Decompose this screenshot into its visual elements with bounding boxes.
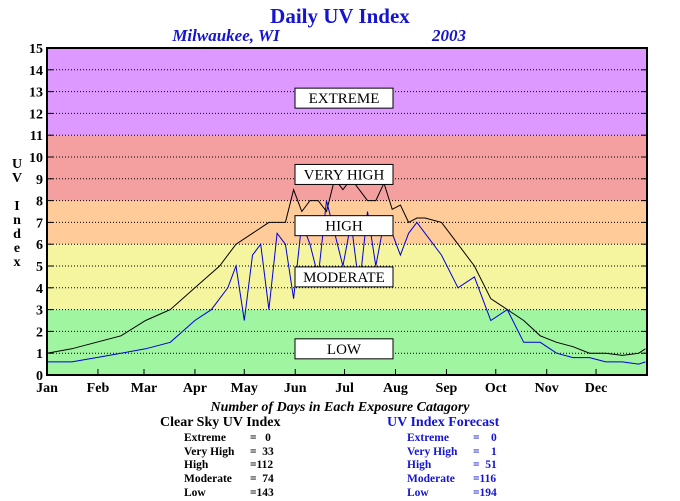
forecast-row: Very High = 1 <box>387 446 499 460</box>
zone-label-low: LOW <box>294 338 394 360</box>
y-axis-label-char: e <box>14 241 20 256</box>
forecast-label: Very High <box>407 445 458 458</box>
grid-lines <box>47 69 647 354</box>
y-tick-label: 13 <box>29 86 43 101</box>
x-tick-label: Sep <box>436 381 458 396</box>
y-tick-label: 2 <box>36 325 43 340</box>
y-axis-label-char: n <box>13 213 21 228</box>
zone-label-text: HIGH <box>325 219 363 235</box>
chart-subtitle-location: Milwaukee, WI <box>171 26 281 45</box>
x-tick-label: Apr <box>183 381 207 396</box>
forecast-value: = 1 <box>473 445 497 458</box>
chart-title: Daily UV Index <box>270 4 410 28</box>
clear-sky-stats: Clear Sky UV Index Extreme = 0 Very High =… <box>160 415 280 501</box>
zone-label-very-high: VERY HIGH <box>294 163 394 185</box>
zone-label-high: HIGH <box>294 215 394 237</box>
y-tick-label: 3 <box>36 304 43 319</box>
y-tick-label: 15 <box>29 42 43 57</box>
zone-label-box <box>294 163 394 185</box>
x-tick-label: Nov <box>535 381 559 396</box>
zone-label-text: VERY HIGH <box>304 167 385 183</box>
x-tick-label: Oct <box>485 381 507 396</box>
clear-sky-value: = 0 <box>250 432 271 444</box>
y-tick-label: 8 <box>36 195 43 210</box>
clear-sky-value: = 74 <box>250 473 274 486</box>
y-tick-label: 12 <box>29 107 43 122</box>
clear-sky-label: Extreme <box>184 432 226 444</box>
y-tick-label: 1 <box>36 347 43 362</box>
forecast-row: Low =194 <box>387 487 499 501</box>
stats-caption: Number of Days in Each Exposure Catagory <box>210 400 470 415</box>
x-tick-label: May <box>231 381 258 396</box>
clear-sky-row: Low =143 <box>160 487 280 501</box>
y-axis-label-char: x <box>14 255 21 270</box>
clear-sky-row: Moderate = 74 <box>160 473 280 487</box>
clear-sky-label: Moderate <box>184 473 232 486</box>
y-tick-label: 0 <box>36 369 43 384</box>
clear-sky-label: High <box>184 459 209 472</box>
forecast-value: =116 <box>473 473 497 486</box>
forecast-value: = 0 <box>473 432 497 444</box>
plot-frame <box>46 47 648 376</box>
forecast-row: High = 51 <box>387 459 499 473</box>
forecast-row: Extreme = 0 <box>387 432 499 446</box>
clear-sky-label: Low <box>184 486 206 499</box>
clear-sky-title: Clear Sky UV Index <box>160 415 281 430</box>
forecast-label: Low <box>407 486 429 499</box>
clear-sky-value: =143 <box>250 486 274 499</box>
x-tick-label: Jan <box>36 381 58 396</box>
x-tick-label: Aug <box>383 381 408 396</box>
y-axis-label-char: V <box>12 171 22 186</box>
y-axis-label-char: U <box>12 157 22 172</box>
y-tick-label: 5 <box>36 260 43 275</box>
zone-label-text: MODERATE <box>303 270 385 286</box>
y-tick-label: 14 <box>29 64 43 79</box>
forecast-label: Moderate <box>407 473 455 486</box>
x-tick-label: Jun <box>284 381 307 396</box>
forecast-row: Moderate =116 <box>387 473 499 487</box>
x-axis-ticks: Jan Feb Mar Apr May Jun Jul Aug Sep Oct Nov Dec <box>36 369 607 396</box>
zone-label-box <box>294 215 394 237</box>
clear-sky-row: High =112 <box>160 459 280 473</box>
x-tick-label: Mar <box>131 381 157 396</box>
y-tick-label: 6 <box>36 238 43 253</box>
x-tick-label: Dec <box>585 381 608 396</box>
zone-labels: LOW MODERATE HIGH VERY HIGH EXTREME <box>294 87 394 360</box>
clear-sky-row: Extreme = 0 <box>160 432 280 446</box>
y-tick-label: 10 <box>29 151 43 166</box>
clear-sky-row: Very High = 33 <box>160 446 280 460</box>
zone-label-moderate: MODERATE <box>294 266 394 288</box>
clear-sky-label: Very High <box>184 445 235 458</box>
forecast-stats: UV Index Forecast Extreme = 0 Very High = … <box>387 415 499 501</box>
zone-label-box <box>294 266 394 288</box>
y-tick-label: 11 <box>30 129 43 144</box>
x-tick-label: Feb <box>87 381 110 396</box>
y-axis-label-char: I <box>14 199 19 214</box>
forecast-value: =194 <box>473 486 497 499</box>
zone-label-box <box>294 338 394 360</box>
y-tick-label: 9 <box>36 173 43 188</box>
clear-sky-value: =112 <box>250 459 274 472</box>
clear-sky-series-line <box>46 177 646 356</box>
x-tick-label: Jul <box>335 381 354 396</box>
forecast-title: UV Index Forecast <box>387 415 500 430</box>
chart-subtitle-year: 2003 <box>431 26 467 45</box>
zone-label-box <box>294 87 394 109</box>
forecast-value: = 51 <box>473 459 497 472</box>
forecast-label: High <box>407 459 432 472</box>
zone-label-text: EXTREME <box>309 91 380 107</box>
clear-sky-value: = 33 <box>250 445 274 458</box>
y-tick-label: 7 <box>36 216 43 231</box>
forecast-label: Extreme <box>407 432 449 444</box>
y-axis-label-char: d <box>13 227 21 242</box>
zone-label-text: LOW <box>327 342 362 358</box>
y-tick-label: 4 <box>36 282 43 297</box>
zone-label-extreme: EXTREME <box>294 87 394 109</box>
